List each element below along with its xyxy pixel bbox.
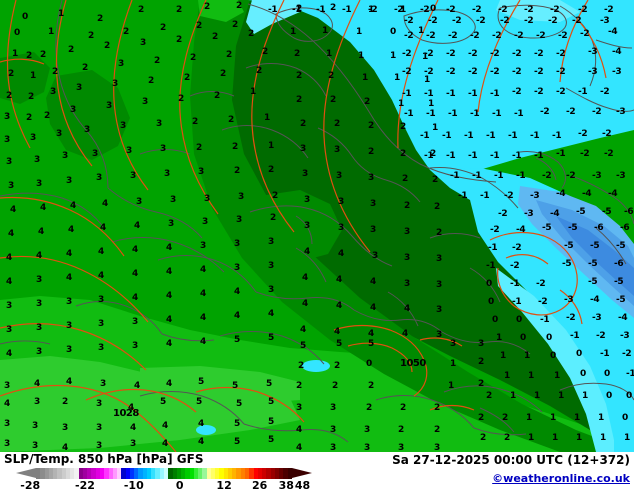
colorbar-swatch [172,468,177,479]
colorbar-swatch [287,468,292,479]
colorbar-swatch [168,468,173,479]
colorbar-swatch [219,468,224,479]
colorbar-tick-label: -28 [20,479,41,490]
colorbar-swatch [117,468,122,479]
colorbar-swatch [104,468,109,479]
colorbar-swatch [155,468,160,479]
temp-fill-patch-c1 [254,190,342,262]
colorbar-swatch [74,468,79,479]
coastline-layer [0,0,634,443]
colorbar-swatch [236,468,241,479]
lake-2 [196,425,216,435]
colorbar-swatch [232,468,237,479]
colorbar-swatch [129,468,135,479]
colorbar-swatch [57,468,62,479]
temp-fill-cyan-ocean [248,0,634,178]
colorbar-swatch [210,468,216,479]
temp-fill-patch-left2 [0,52,50,104]
colorbar-swatch [48,468,54,479]
legend-title: SLP/Temp. 850 hPa [hPa] GFS [4,452,204,466]
colorbar-swatch [125,468,130,479]
colorbar-swatch [44,468,49,479]
colorbar-swatch [108,468,113,479]
copyright-link[interactable]: ©weatheronline.co.uk [492,472,630,485]
colorbar-swatch [176,468,182,479]
colorbar-swatch [240,468,246,479]
colorbar-swatch [262,468,267,479]
colorbar-swatch [151,468,156,479]
temp-fill-blue-m5 [536,200,634,306]
colorbar-swatch [65,468,71,479]
colorbar-tick-labels: -28 -22 -10 0 12 26 38 48 [0,479,320,490]
isobar-layer [0,0,607,452]
colorbar-swatch [266,468,271,479]
colorbar-swatch [138,468,143,479]
colorbar-swatch [245,468,250,479]
colorbar-swatch [181,468,186,479]
colorbar-swatch [206,468,211,479]
colorbar-swatch [270,468,275,479]
colorbar-swatch [223,468,228,479]
colorbar-tick-label: 38 [278,479,294,490]
colorbar-swatch [257,468,263,479]
colorbar-tick-label: 12 [216,479,232,490]
colorbar-swatch [193,468,199,479]
colorbar-tick-label: 0 [175,479,184,490]
colorbar-swatch [61,468,66,479]
map-svg [0,0,634,452]
color-scale[interactable] [8,468,312,479]
colorbar-swatch [36,468,41,479]
colorbar-swatch [279,468,284,479]
colorbar-swatch [121,468,126,479]
colorbar-swatch [53,468,58,479]
colorbar-swatch [95,468,100,479]
colorbar-swatch [78,468,83,479]
colorbar-tick-label: 26 [251,479,268,490]
lake-1 [302,360,330,372]
temp-fill-5to6 [0,356,300,452]
colorbar-swatch [185,468,190,479]
colorbar-max-arrow-icon [292,468,312,478]
lake-3 [530,283,546,293]
colorbar-gradient[interactable] [36,468,292,479]
colorbar-tick-label: -22 [75,479,95,490]
colorbar-swatch [198,468,203,479]
datestamp-label: Sa 27-12-2025 00:00 UTC (12+372) [392,453,630,467]
temp-fill-cyan-tongue-light [496,268,614,452]
colorbar-swatch [163,468,169,479]
temp-fill-cyan-light [246,0,300,34]
colorbar-swatch [87,468,92,479]
colorbar-swatch [274,468,280,479]
colorbar-swatch [253,468,258,479]
colorbar-swatch [283,468,288,479]
colorbar-swatch [99,468,105,479]
colorbar-swatch [134,468,139,479]
isobar-label: 1028 [113,408,139,419]
colorbar-swatch [146,468,152,479]
isobar-label: 1050 [400,358,426,369]
colorbar-swatch [189,468,194,479]
colorbar-tick-label: 48 [294,479,311,490]
colorbar-swatch [112,468,118,479]
temp-fill-patch-c3 [198,0,244,22]
temp-fill-0to1 [215,0,634,452]
colorbar-swatch [249,468,254,479]
colorbar-swatch [227,468,233,479]
temp-fill-patch-left [46,70,130,160]
colorbar-swatch [40,468,45,479]
colorbar-min-arrow-icon [16,468,36,478]
colorbar-tick-label: -10 [123,479,144,490]
map-footer: SLP/Temp. 850 hPa [hPa] GFS Sa 27-12-202… [0,452,634,490]
colorbar-swatch [91,468,96,479]
colorbar-swatch [82,468,88,479]
colorbar-swatch [142,468,147,479]
colorbar-swatch [215,468,220,479]
colorbar-swatch [159,468,164,479]
colorbar-swatch [202,468,207,479]
temp-fill-5to6-b [140,366,300,404]
temp-fill-blue-m6 [556,216,634,296]
colorbar-swatch [70,468,75,479]
